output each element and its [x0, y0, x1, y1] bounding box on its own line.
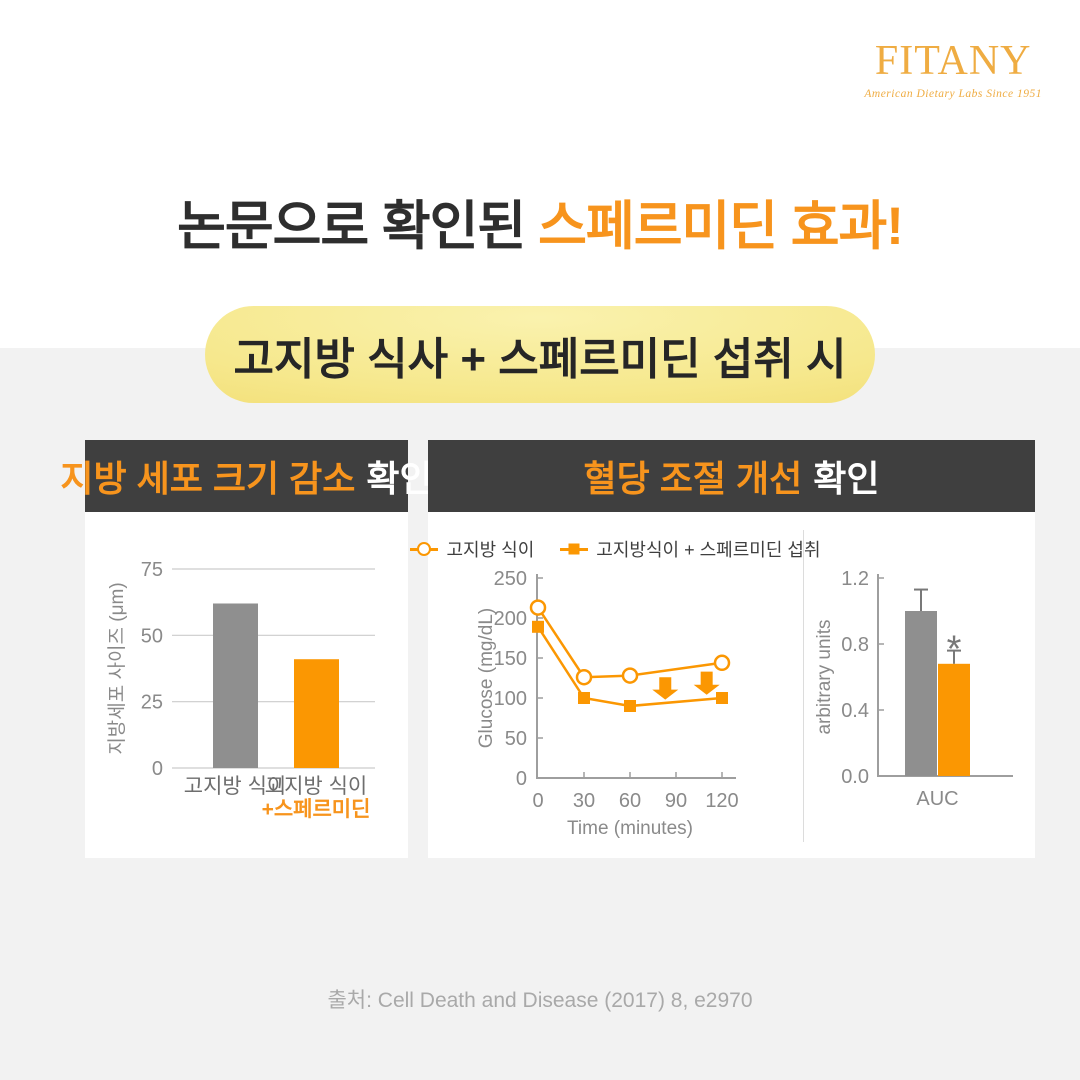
legend-open-circle-marker-icon: [410, 542, 439, 556]
legend-label-high-fat-spermidine: 고지방식이 + 스페르미딘 섭취: [596, 540, 821, 560]
glucose-header-suffix: 확인: [813, 458, 880, 499]
svg-text:Glucose (mg/dL): Glucose (mg/dL): [476, 608, 497, 748]
svg-text:1.2: 1.2: [841, 568, 869, 590]
glucose-panel: 혈당 조절 개선 확인 고지방 식이 고지방식이 + 스페르미딘 섭취 0 50 1…: [410, 440, 1035, 858]
svg-text:0: 0: [152, 758, 163, 780]
fat-cell-panel: 지방 세포 크기 감소 확인 0 25 50 75 고지방 식이 고지방 식이 +스페르미딘…: [60, 440, 433, 858]
glucose-panel-body: 고지방 식이 고지방식이 + 스페르미딘 섭취 0 50 100 150 200 250 0…: [410, 512, 1035, 858]
svg-text:0.8: 0.8: [841, 634, 869, 656]
svg-text:0.0: 0.0: [841, 766, 869, 788]
fat-cell-panel-header: 지방 세포 크기 감소 확인: [60, 440, 433, 512]
glucose-panel-header: 혈당 조절 개선 확인: [428, 440, 1035, 512]
condition-badge: 고지방 식사 + 스페르미딘 섭취 시: [205, 306, 875, 403]
legend-item-high-fat-spermidine: 고지방식이 + 스페르미딘 섭취: [560, 536, 821, 562]
svg-text:50: 50: [141, 625, 163, 647]
svg-text:25: 25: [141, 692, 163, 714]
svg-text:AUC: AUC: [916, 788, 958, 810]
brand-tagline: American Dietary Labs Since 1951: [864, 88, 1042, 100]
page-title-dark-part: 논문으로 확인된: [177, 197, 526, 256]
condition-badge-text: 고지방 식사 + 스페르미딘 섭취 시: [233, 334, 847, 384]
svg-text:75: 75: [141, 559, 163, 581]
svg-text:고지방 식이: 고지방 식이: [184, 775, 286, 798]
glucose-line-chart: 0 50 100 150 200 250 0 30 60 90 120 Time (minutes) G…: [476, 568, 739, 839]
down-arrow-icon: [652, 677, 679, 700]
svg-text:Time (minutes): Time (minutes): [567, 818, 693, 839]
fat-cell-panel-body: 0 25 50 75 고지방 식이 고지방 식이 +스페르미딘 지방세포 사이즈 (μm): [85, 512, 408, 858]
svg-text:고지방 식이: 고지방 식이: [265, 775, 367, 798]
svg-text:200: 200: [494, 608, 527, 630]
brand-logo: FITANY American Dietary Labs Since 1951: [864, 40, 1042, 100]
fat-cell-header-suffix: 확인: [366, 458, 433, 499]
svg-text:50: 50: [505, 728, 527, 750]
down-arrow-icon: [693, 671, 720, 695]
svg-text:0.4: 0.4: [841, 700, 869, 722]
glucose-header-highlight: 혈당 조절 개선: [583, 458, 803, 499]
glucose-chart-legend: 고지방 식이 고지방식이 + 스페르미딘 섭취: [410, 536, 821, 562]
svg-text:arbitrary units: arbitrary units: [814, 619, 835, 734]
chart-divider: [803, 530, 804, 842]
legend-label-high-fat: 고지방 식이: [446, 540, 535, 560]
svg-text:90: 90: [665, 790, 687, 812]
legend-item-high-fat: 고지방 식이: [410, 536, 534, 562]
legend-filled-square-marker-icon: [560, 543, 589, 555]
source-citation: 출처: Cell Death and Disease (2017) 8, e29…: [327, 989, 753, 1012]
auc-bar-chart: 0.0 0.4 0.8 1.2 * AUC arbitrary units: [814, 568, 1013, 810]
brand-name: FITANY: [874, 38, 1032, 84]
page-title: 논문으로 확인된 스페르미딘 효과!: [0, 194, 1080, 260]
page-title-orange-part: 스페르미딘 효과!: [538, 197, 904, 256]
svg-text:150: 150: [494, 648, 527, 670]
svg-text:60: 60: [619, 790, 641, 812]
svg-text:*: *: [947, 629, 962, 671]
svg-text:250: 250: [494, 568, 527, 590]
svg-text:0: 0: [516, 768, 527, 790]
fat-cell-header-highlight: 지방 세포 크기 감소: [60, 458, 356, 499]
svg-text:100: 100: [494, 688, 527, 710]
svg-text:30: 30: [573, 790, 595, 812]
svg-text:+스페르미딘: +스페르미딘: [262, 798, 371, 821]
svg-text:120: 120: [705, 790, 738, 812]
svg-text:지방세포 사이즈 (μm): 지방세포 사이즈 (μm): [106, 582, 128, 754]
svg-text:0: 0: [532, 790, 543, 812]
